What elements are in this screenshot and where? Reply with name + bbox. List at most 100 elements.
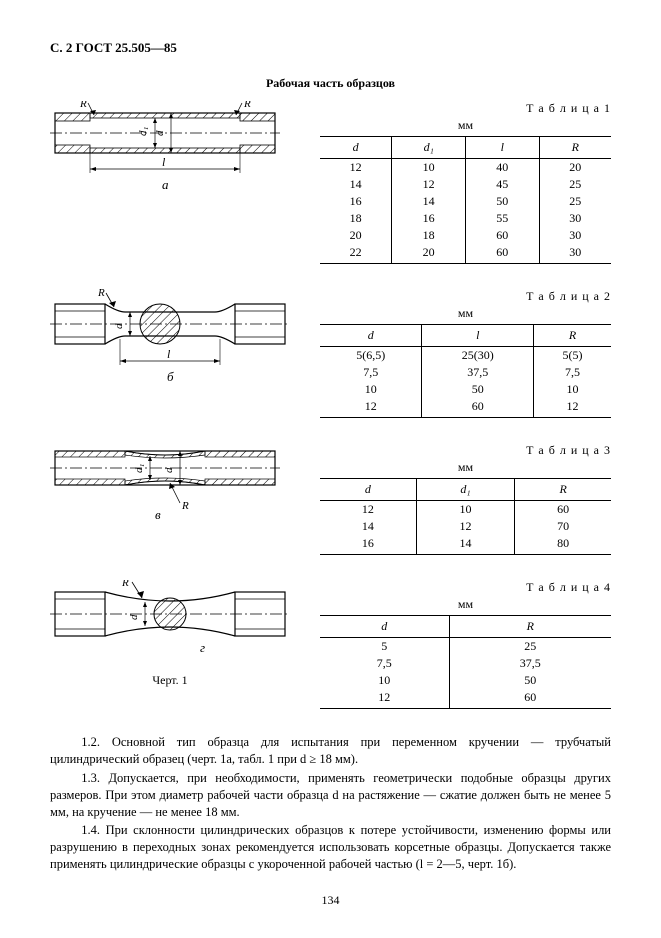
svg-text:R: R <box>97 289 105 299</box>
table-cell: 60 <box>465 227 539 244</box>
table-cell: 60 <box>449 689 611 709</box>
table-cell: 10 <box>533 381 611 398</box>
table-cell: 18 <box>392 227 466 244</box>
svg-text:d₁: d₁ <box>137 127 149 137</box>
svg-text:l: l <box>167 347 171 361</box>
figure-g: R d г Черт. 1 <box>50 580 290 688</box>
table-2-unit: мм <box>320 306 611 321</box>
table-4-container: Т а б л и ц а 4 мм d R 5257,537,51050126… <box>290 580 611 709</box>
table-cell: 12 <box>320 398 422 418</box>
table-cell: 20 <box>539 159 611 177</box>
table-cell: 50 <box>465 193 539 210</box>
row-3: d₁ d R в Т а б л и ц а 3 мм d d₁ R 12106… <box>50 443 611 555</box>
table-cell: 25 <box>449 638 611 656</box>
svg-text:а: а <box>162 177 169 192</box>
table-cell: 18 <box>320 210 392 227</box>
table-cell: 5(5) <box>533 347 611 365</box>
figure-v: d₁ d R в <box>50 443 290 528</box>
para-1-4: 1.4. При склонности цилиндрических образ… <box>50 822 611 873</box>
table-3-unit: мм <box>320 460 611 475</box>
table-cell: 50 <box>422 381 534 398</box>
body-text: 1.2. Основной тип образца для испытания … <box>50 734 611 873</box>
table-cell: 12 <box>416 518 515 535</box>
table-cell: 12 <box>533 398 611 418</box>
table-cell: 60 <box>515 501 611 519</box>
table-3-label: Т а б л и ц а 3 <box>320 443 611 458</box>
table-cell: 25 <box>539 193 611 210</box>
figure-a: R R d₁ d l а <box>50 101 290 196</box>
svg-text:l: l <box>162 155 166 169</box>
row-2: R d l б Т а б л и ц а 2 мм d l R 5(6,5)2… <box>50 289 611 418</box>
table-1-label: Т а б л и ц а 1 <box>320 101 611 116</box>
table-2: d l R 5(6,5)25(30)5(5)7,537,57,510501012… <box>320 324 611 418</box>
table-cell: 12 <box>320 501 416 519</box>
table-1: d d₁ l R 1210402014124525161450251816553… <box>320 136 611 264</box>
table-4-unit: мм <box>320 597 611 612</box>
para-1-2: 1.2. Основной тип образца для испытания … <box>50 734 611 768</box>
table-cell: 60 <box>465 244 539 264</box>
table-cell: 10 <box>320 381 422 398</box>
svg-text:R: R <box>121 580 129 589</box>
table-cell: 45 <box>465 176 539 193</box>
th: d <box>320 137 392 159</box>
svg-text:б: б <box>167 369 174 384</box>
table-cell: 7,5 <box>320 655 449 672</box>
table-cell: 12 <box>320 689 449 709</box>
svg-text:d: d <box>113 323 125 329</box>
th: R <box>449 616 611 638</box>
table-cell: 7,5 <box>320 364 422 381</box>
table-cell: 70 <box>515 518 611 535</box>
table-cell: 20 <box>320 227 392 244</box>
table-cell: 80 <box>515 535 611 555</box>
table-cell: 30 <box>539 227 611 244</box>
th: d <box>320 479 416 501</box>
th: d <box>320 616 449 638</box>
th: d₁ <box>416 479 515 501</box>
svg-text:R: R <box>79 101 87 110</box>
table-cell: 20 <box>392 244 466 264</box>
table-cell: 37,5 <box>422 364 534 381</box>
table-cell: 14 <box>320 176 392 193</box>
figure-caption: Черт. 1 <box>50 673 290 688</box>
table-cell: 16 <box>320 193 392 210</box>
para-1-3: 1.3. Допускается, при необходимости, при… <box>50 770 611 821</box>
th: l <box>422 325 534 347</box>
table-3-container: Т а б л и ц а 3 мм d d₁ R 12106014127016… <box>290 443 611 555</box>
table-cell: 30 <box>539 244 611 264</box>
svg-text:г: г <box>200 640 205 655</box>
table-cell: 5 <box>320 638 449 656</box>
row-1: R R d₁ d l а Т а б л и ц а 1 мм <box>50 101 611 264</box>
table-cell: 22 <box>320 244 392 264</box>
th: R <box>515 479 611 501</box>
table-cell: 55 <box>465 210 539 227</box>
table-cell: 7,5 <box>533 364 611 381</box>
table-cell: 10 <box>392 159 466 177</box>
svg-text:R: R <box>243 101 251 110</box>
table-3: d d₁ R 121060141270161480 <box>320 478 611 555</box>
table-1-container: Т а б л и ц а 1 мм d d₁ l R 121040201412… <box>290 101 611 264</box>
th: d₁ <box>392 137 466 159</box>
table-cell: 50 <box>449 672 611 689</box>
page-header: С. 2 ГОСТ 25.505—85 <box>50 40 611 56</box>
svg-text:в: в <box>155 507 161 522</box>
table-cell: 12 <box>320 159 392 177</box>
th: R <box>533 325 611 347</box>
svg-text:d: d <box>154 130 166 136</box>
table-cell: 14 <box>320 518 416 535</box>
table-2-label: Т а б л и ц а 2 <box>320 289 611 304</box>
page-number: 134 <box>50 893 611 908</box>
table-cell: 5(6,5) <box>320 347 422 365</box>
table-cell: 60 <box>422 398 534 418</box>
table-2-container: Т а б л и ц а 2 мм d l R 5(6,5)25(30)5(5… <box>290 289 611 418</box>
table-cell: 12 <box>392 176 466 193</box>
table-cell: 25 <box>539 176 611 193</box>
svg-text:d: d <box>128 614 140 620</box>
svg-text:d: d <box>163 467 175 473</box>
table-cell: 16 <box>320 535 416 555</box>
row-4: R d г Черт. 1 Т а б л и ц а 4 мм d R 525… <box>50 580 611 709</box>
figure-b: R d l б <box>50 289 290 389</box>
table-4: d R 5257,537,510501260 <box>320 615 611 709</box>
th: d <box>320 325 422 347</box>
table-cell: 10 <box>320 672 449 689</box>
table-4-label: Т а б л и ц а 4 <box>320 580 611 595</box>
